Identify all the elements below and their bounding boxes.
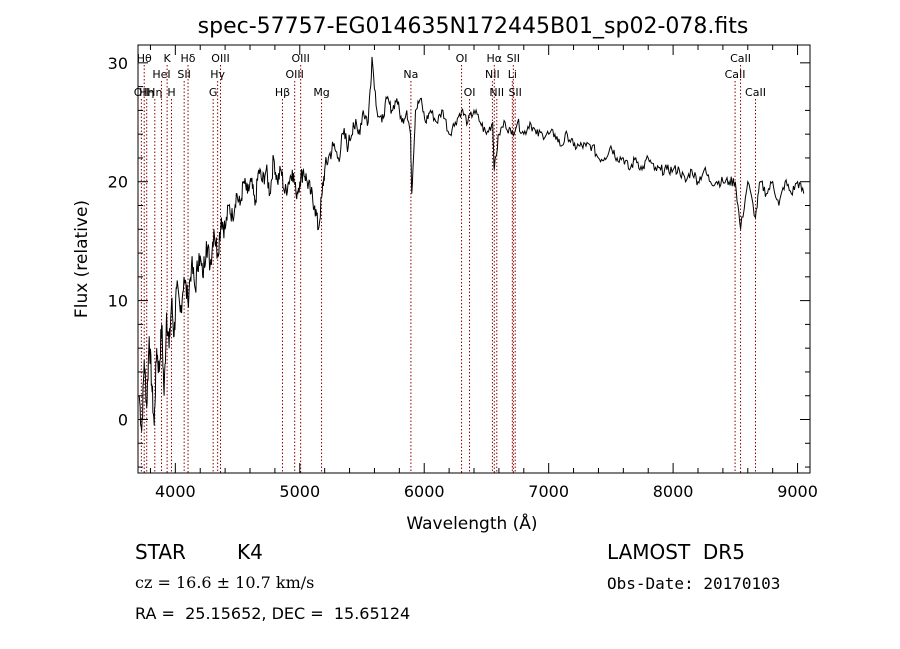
line-marker-label-2: Hη: [139, 86, 154, 99]
line-marker-label-7: SII: [177, 68, 190, 81]
y-axis-label: Flux (relative): [72, 200, 92, 318]
line-marker-label-6: H: [167, 86, 175, 99]
object-class: STAR: [135, 540, 186, 564]
line-marker-label-21: NII: [489, 86, 504, 99]
observation-date: Obs-Date: 20170103: [607, 574, 781, 593]
spectrum-series: [138, 56, 805, 432]
line-marker-label-16: Na: [403, 68, 418, 81]
line-marker-label-15: Mg: [313, 86, 329, 99]
line-markers: OIIHθHηHηHeIKHSIIHδGHγOIIIHβOIIIOIIIMgNa…: [134, 52, 766, 473]
line-marker-label-5: K: [164, 52, 172, 65]
line-marker-label-17: OI: [456, 52, 468, 65]
line-marker-label-11: OIII: [211, 52, 229, 65]
y-tick-label-0: 0: [118, 411, 128, 430]
line-marker-label-8: Hδ: [181, 52, 196, 65]
line-marker-label-14: OIII: [291, 52, 309, 65]
x-tick-label-4: 8000: [653, 482, 694, 501]
x-tick-label-5: 9000: [777, 482, 818, 501]
x-tick-label-0: 4000: [155, 482, 196, 501]
line-marker-label-19: NII: [485, 68, 500, 81]
line-marker-label-20: Hα: [487, 52, 503, 65]
line-marker-label-3: Hη: [147, 86, 162, 99]
x-tick-label-2: 6000: [404, 482, 445, 501]
object-subclass: K4: [237, 540, 263, 564]
line-marker-label-23: SII: [507, 52, 520, 65]
x-tick-label-3: 7000: [528, 482, 569, 501]
axis-ticks: 4000 5000 6000 7000 8000 9000 0 10 20 30: [108, 45, 818, 501]
line-marker-label-12: Hβ: [275, 86, 290, 99]
line-marker-label-25: CaII: [725, 68, 746, 81]
line-marker-label-24: SII: [508, 86, 521, 99]
line-marker-label-9: G: [209, 86, 218, 99]
line-marker-label-4: HeI: [152, 68, 170, 81]
chart-title: spec-57757-EG014635N172445B01_sp02-078.f…: [198, 14, 749, 39]
y-tick-label-3: 30: [108, 54, 128, 73]
spectrum-line-0: [138, 56, 805, 432]
line-marker-label-26: CaII: [730, 52, 751, 65]
y-tick-label-2: 20: [108, 173, 128, 192]
line-marker-label-27: CaII: [745, 86, 766, 99]
redshift-value: cz = 16.6 ± 10.7 km/s: [135, 573, 315, 592]
line-marker-label-13: OIII: [285, 68, 303, 81]
survey-name: LAMOST DR5: [607, 540, 745, 564]
x-axis-label: Wavelength (Å): [406, 512, 537, 534]
sky-coordinates: RA = 25.15652, DEC = 15.65124: [135, 604, 411, 623]
line-marker-label-18: OI: [464, 86, 476, 99]
x-tick-label-1: 5000: [279, 482, 320, 501]
line-marker-label-10: Hγ: [210, 68, 225, 81]
line-marker-label-1: Hθ: [137, 52, 152, 65]
y-tick-label-1: 10: [108, 292, 128, 311]
line-marker-label-22: Li: [508, 68, 517, 81]
